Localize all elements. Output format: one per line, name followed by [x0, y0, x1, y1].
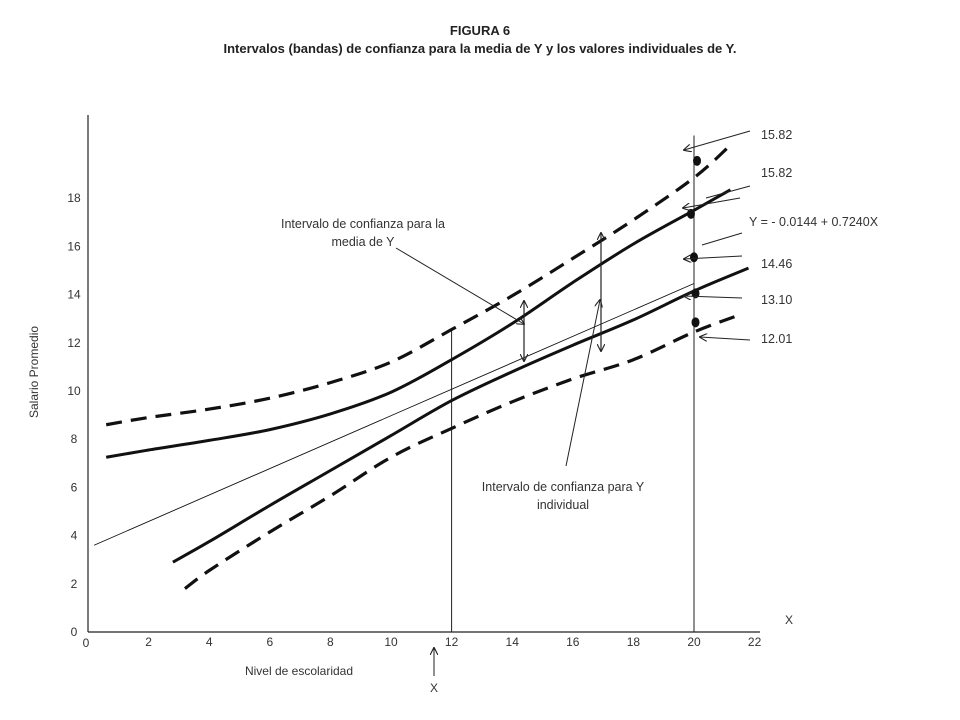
data-point-1: [693, 155, 702, 166]
regression-line: [93, 283, 695, 546]
mean-band-annotation-line1: Intervalo de confianza para la: [281, 217, 445, 231]
mean-band-annotation-line2: media de Y: [331, 235, 395, 249]
x-tick-label-10: 10: [384, 635, 398, 649]
leader-arrow-lower-mean: [684, 296, 743, 298]
right-label-lower-mean: 13.10: [761, 293, 792, 307]
x-marker-label: X: [430, 681, 438, 695]
right-label-upper-prediction: 15.82: [761, 128, 792, 142]
y-tick-label-8: 8: [71, 432, 78, 446]
y-tick-label-12: 12: [67, 336, 81, 350]
data-point-2: [686, 208, 695, 219]
x-tick-label-22: 22: [748, 635, 762, 649]
leader-line-regression: [701, 232, 743, 246]
y-tick-label-18: 18: [67, 191, 81, 205]
figure-title: FIGURA 6: [449, 23, 511, 38]
vertical-reference-lines: [451, 135, 695, 632]
upper-individual-band: [105, 144, 732, 427]
x-tick-label-6: 6: [266, 635, 273, 649]
x-tick-label-2: 2: [145, 635, 152, 649]
x-tick-label-14: 14: [506, 635, 520, 649]
individual-band-annotation-line2: individual: [537, 498, 589, 512]
leader-arrow-fitted-value: [684, 256, 743, 259]
x-tick-label-16: 16: [566, 635, 580, 649]
data-point-3: [690, 252, 698, 263]
lower-individual-band: [183, 312, 744, 590]
leader-arrow-upper-prediction: [684, 130, 751, 150]
data-point-5: [691, 317, 700, 328]
y-tick-label-16: 16: [67, 239, 81, 253]
x-axis-title: Nivel de escolaridad: [245, 664, 353, 678]
y-axis-title: Salario Promedio: [27, 326, 41, 418]
x-tick-label-4: 4: [206, 635, 213, 649]
x-tick-label-20: 20: [687, 635, 701, 649]
x-tick-label-12: 12: [445, 635, 459, 649]
y-tick-label-14: 14: [67, 288, 81, 302]
individual-band-pointer-arrow: [565, 300, 600, 467]
x-tick-labels: 2 4 6 8 10 12 14 16 18 20 22: [145, 635, 761, 649]
figure-heading: FIGURA 6 Intervalos (bandas) de confianz…: [0, 22, 960, 58]
y-tick-label-0: 0: [71, 625, 78, 639]
x-tick-label-8: 8: [327, 635, 334, 649]
y-tick-label-10: 10: [67, 384, 81, 398]
leader-arrow-upper-mean: [683, 197, 741, 208]
leader-line-upper-mean: [705, 185, 751, 199]
leader-arrow-lower-prediction: [700, 337, 751, 340]
lower-mean-band: [172, 266, 750, 564]
y-tick-label-4: 4: [71, 529, 78, 543]
y-tick-label-6: 6: [71, 480, 78, 494]
individual-band-annotation-line1: Intervalo de confianza para Y: [482, 480, 645, 494]
point-group: [686, 155, 702, 328]
right-label-upper-mean: 15.82: [761, 166, 792, 180]
right-label-fitted-value: 14.46: [761, 257, 792, 271]
y-tick-labels: 0 2 4 6 8 10 12 14 16 18: [67, 191, 81, 639]
x-tick-label-18: 18: [627, 635, 641, 649]
mean-band-pointer-arrow: [395, 247, 524, 324]
right-label-regression-equation: Y = - 0.0144 + 0.7240X: [749, 215, 879, 229]
figure-subtitle: Intervalos (bandas) de confianza para la…: [223, 41, 737, 56]
series-group: [93, 144, 750, 590]
y-tick-label-2: 2: [71, 577, 78, 591]
right-label-lower-prediction: 12.01: [761, 332, 792, 346]
x-axis-end-label: X: [785, 613, 793, 627]
upper-mean-band: [105, 188, 732, 459]
x-origin-label: 0: [83, 636, 90, 650]
